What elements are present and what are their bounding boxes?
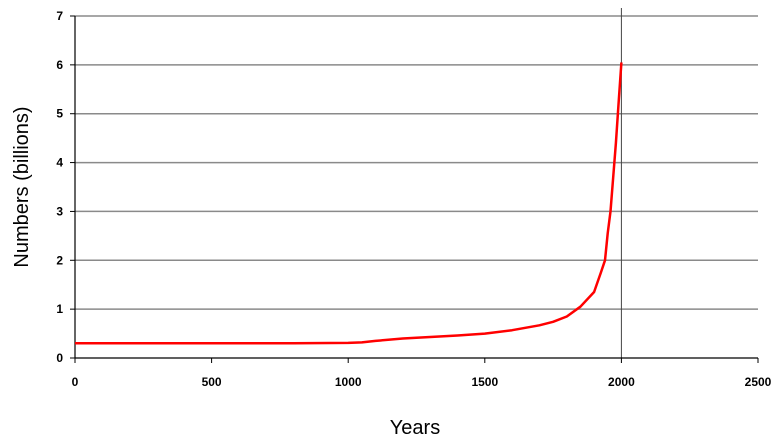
y-tick-label-1: 1 [56,302,63,316]
y-tick-label-4: 4 [56,156,63,170]
y-tick-label-7: 7 [56,9,63,23]
y-tick-labels: 0 1 2 3 4 5 6 7 [56,9,63,365]
x-tick-labels: 0 500 1000 1500 2000 2500 [72,375,772,389]
series-line-0 [75,62,623,345]
y-axis-title: Numbers (billions) [11,106,33,267]
x-tick-label-2500: 2500 [745,375,772,389]
y-tick-label-2: 2 [56,253,63,267]
x-tick-label-500: 500 [202,375,222,389]
gridlines [75,15,758,310]
x-tick-label-1000: 1000 [335,375,362,389]
x-axis-title: Years [390,417,440,438]
x-tick-label-2000: 2000 [608,375,635,389]
y-tick-label-5: 5 [56,107,63,121]
series-layer [75,62,623,345]
y-tick-label-3: 3 [56,204,63,218]
x-tick-label-0: 0 [72,375,79,389]
x-tick-label-1500: 1500 [471,375,498,389]
y-tick-label-6: 6 [56,58,63,72]
y-tick-label-0: 0 [56,351,63,365]
plot-frame [70,8,759,363]
